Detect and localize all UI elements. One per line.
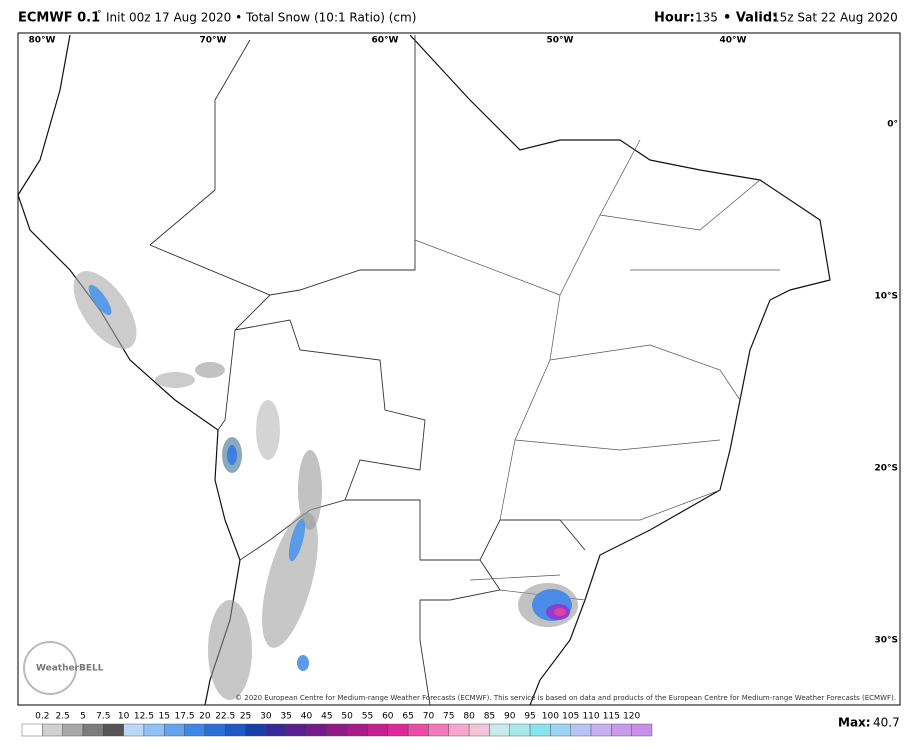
valid: 15z Sat 22 Aug 2020 — [772, 11, 898, 25]
colorbar-swatch — [42, 723, 63, 737]
map-frame — [17, 32, 901, 706]
colorbar-swatch — [245, 723, 267, 737]
colorbar-swatch — [631, 723, 653, 737]
lat-label: 10°S — [874, 292, 898, 302]
colorbar-swatch — [509, 723, 531, 737]
lat-label: 30°S — [874, 636, 898, 646]
colorbar-label: 30 — [260, 712, 272, 722]
logo: WeatherBELL — [23, 641, 104, 695]
valid-label: • Valid: — [723, 11, 777, 26]
colorbar-swatch — [550, 723, 571, 737]
degree: ° — [97, 10, 102, 20]
colorbar-label: 75 — [443, 712, 454, 722]
colorbar-swatch — [21, 723, 43, 737]
colorbar-swatch — [428, 723, 449, 737]
hour-label: Hour: — [654, 11, 695, 26]
colorbar-label: 0.2 — [35, 712, 49, 722]
colorbar-label: 85 — [484, 712, 495, 722]
colorbar-swatch — [387, 723, 409, 737]
colorbar-label: 25 — [240, 712, 251, 722]
colorbar-swatch — [62, 723, 84, 737]
colorbar-swatch — [82, 723, 104, 737]
colorbar-label: 60 — [382, 712, 394, 722]
colorbar-swatch — [123, 723, 145, 737]
colorbar-label: 22.5 — [215, 712, 235, 722]
colorbar-swatch — [590, 723, 612, 737]
model-name: ECMWF 0.1 — [18, 11, 100, 26]
colorbar-label: 110 — [582, 712, 599, 722]
colorbar-swatch — [306, 723, 328, 737]
colorbar-label: 40 — [301, 712, 313, 722]
colorbar-label: 120 — [623, 712, 640, 722]
colorbar-label: 80 — [463, 712, 475, 722]
colorbar-label: 5 — [80, 712, 86, 722]
colorbar-label: 7.5 — [96, 712, 110, 722]
colorbar-label: 2.5 — [55, 712, 69, 722]
colorbar-label: 115 — [603, 712, 620, 722]
colorbar-swatch — [489, 723, 510, 737]
colorbar-label: 100 — [542, 712, 559, 722]
colorbar-label: 12.5 — [134, 712, 154, 722]
lon-label: 60°W — [372, 36, 399, 46]
colorbar-label: 17.5 — [175, 712, 195, 722]
colorbar-swatch — [103, 723, 124, 737]
colorbar-swatch — [225, 723, 246, 737]
colorbar-swatch — [407, 723, 429, 737]
snow-field — [73, 271, 578, 700]
lat-label: 0° — [887, 120, 898, 130]
init-text: Init 00z 17 Aug 2020 • Total Snow (10:1 … — [106, 11, 416, 25]
colorbar-label: 45 — [321, 712, 332, 722]
colorbar-label: 15 — [159, 712, 170, 722]
colorbar-swatch — [285, 723, 307, 737]
land-lines — [17, 34, 831, 706]
lon-label: 50°W — [547, 36, 574, 46]
colorbar-swatch — [265, 723, 287, 737]
colorbar-label: 95 — [524, 712, 535, 722]
colorbar-swatch — [326, 723, 348, 737]
colorbar-swatch — [164, 723, 185, 737]
colorbar-swatch — [367, 723, 389, 737]
colorbar-label: 55 — [362, 712, 373, 722]
max-value: 40.7 — [873, 716, 900, 730]
colorbar-label: 70 — [423, 712, 435, 722]
colorbar-swatch — [611, 723, 632, 737]
colorbar-swatch — [346, 723, 368, 737]
colorbar-label: 90 — [504, 712, 516, 722]
lon-label: 80°W — [29, 36, 56, 46]
lon-label: 40°W — [720, 36, 747, 46]
colorbar-swatch — [529, 723, 551, 737]
lat-label: 20°S — [874, 464, 898, 474]
colorbar-label: 10 — [118, 712, 130, 722]
colorbar-swatch — [143, 723, 165, 737]
colorbar-swatch — [468, 723, 490, 737]
logo-text: WeatherBELL — [36, 664, 104, 674]
copyright: © 2020 European Centre for Medium-range … — [235, 694, 896, 702]
colorbar-label: 35 — [280, 712, 291, 722]
colorbar-swatch — [204, 723, 226, 737]
colorbar-label: 65 — [402, 712, 413, 722]
colorbar-swatch — [570, 723, 592, 737]
hour: 135 — [695, 11, 718, 25]
colorbar-swatch — [184, 723, 206, 737]
colorbar-swatch — [448, 723, 470, 737]
colorbar-label: 105 — [562, 712, 579, 722]
colorbar-label: 50 — [341, 712, 353, 722]
max-label: Max: — [838, 716, 871, 730]
colorbar-label: 20 — [199, 712, 211, 722]
lon-label: 70°W — [200, 36, 227, 46]
